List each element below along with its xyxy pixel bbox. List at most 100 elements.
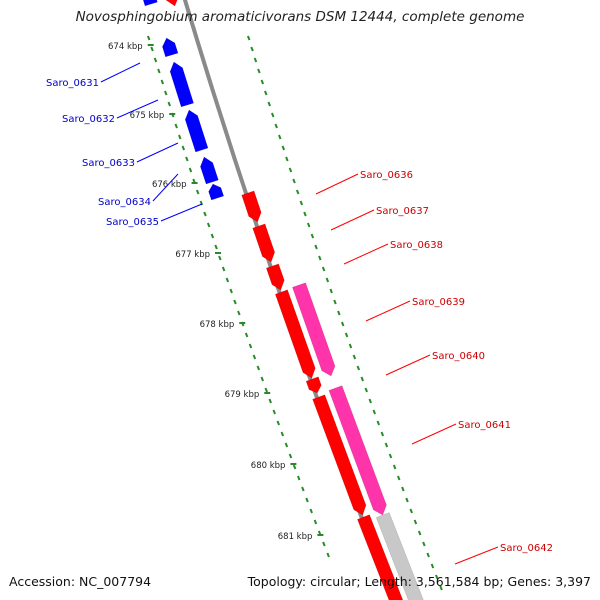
inner-tick-dot xyxy=(185,156,189,162)
outer-tick-dot xyxy=(250,46,254,52)
gene-label-Saro_0639: Saro_0639 xyxy=(412,297,465,308)
reverse-gene-partial xyxy=(142,0,158,7)
forward-gene-Saro_0639 xyxy=(274,289,316,379)
leader-line-Saro_0634 xyxy=(152,173,179,202)
scale-tick-label: 681 kbp xyxy=(278,532,313,542)
operon-feature-3 xyxy=(375,512,424,600)
outer-tick-dot xyxy=(376,420,381,426)
inner-tick-dot xyxy=(252,354,257,360)
genome-stats-text: Topology: circular; Length: 3,561,584 bp… xyxy=(247,574,591,589)
outer-tick-dot xyxy=(356,365,361,371)
inner-tick-dot xyxy=(153,57,158,63)
outer-tick-dot xyxy=(274,123,278,129)
outer-tick-dot xyxy=(295,189,300,195)
forward-gene-Saro_0636 xyxy=(241,190,262,223)
inner-tick-dot xyxy=(276,420,281,426)
outer-tick-dot xyxy=(426,552,430,558)
forward-gene-Saro_0642 xyxy=(357,514,404,600)
outer-tick-dot xyxy=(352,354,357,360)
leader-line-Saro_0638 xyxy=(343,243,389,265)
inner-tick-dot xyxy=(160,79,165,85)
outer-tick-dot xyxy=(314,244,318,250)
outer-tick-dot xyxy=(310,233,315,239)
inner-tick-dot xyxy=(256,365,261,371)
forward-gene-Saro_0638 xyxy=(265,263,285,291)
leader-line-Saro_0641 xyxy=(411,423,457,445)
outer-tick-dot xyxy=(396,475,401,481)
outer-tick-dot xyxy=(318,255,322,261)
outer-tick-dot xyxy=(430,563,435,569)
inner-tick-dot xyxy=(237,310,241,316)
leader-line-Saro_0640 xyxy=(385,354,431,376)
outer-tick-dot xyxy=(257,68,261,74)
outer-tick-dot xyxy=(340,321,345,327)
outer-tick-dot xyxy=(413,519,418,525)
inner-tick-dot xyxy=(218,255,222,261)
inner-tick-dot xyxy=(203,211,207,217)
gene-label-Saro_0636: Saro_0636 xyxy=(360,170,413,181)
gene-label-Saro_0640: Saro_0640 xyxy=(432,351,485,362)
outer-tick-dot xyxy=(439,585,443,591)
outer-tick-dot xyxy=(417,530,422,536)
outer-tick-dot xyxy=(380,431,385,437)
outer-tick-dot xyxy=(360,376,364,382)
outer-tick-dot xyxy=(329,288,333,294)
outer-tick-dot xyxy=(422,541,426,547)
outer-tick-dot xyxy=(409,508,413,514)
gene-label-Saro_0632: Saro_0632 xyxy=(62,114,115,125)
inner-tick-dot xyxy=(146,35,151,41)
outer-tick-dot xyxy=(264,90,268,96)
outer-tick-dot xyxy=(405,497,409,503)
leader-line-Saro_0637 xyxy=(330,209,375,231)
outer-tick-dot xyxy=(285,156,289,162)
gene-label-Saro_0634: Saro_0634 xyxy=(98,197,151,208)
outer-tick-dot xyxy=(392,464,397,470)
inner-tick-dot xyxy=(167,101,171,107)
leader-line-Saro_0633 xyxy=(136,142,179,163)
gene-label-Saro_0635: Saro_0635 xyxy=(106,217,159,228)
outer-tick-dot xyxy=(306,222,311,228)
outer-tick-dot xyxy=(384,442,389,448)
gene-label-Saro_0638: Saro_0638 xyxy=(390,240,443,251)
inner-tick-dot xyxy=(272,409,276,415)
inner-tick-dot xyxy=(284,442,289,448)
outer-tick-dot xyxy=(270,112,275,118)
outer-tick-dot xyxy=(372,409,376,415)
reverse-gene-Saro_0635 xyxy=(208,183,225,201)
inner-tick-dot xyxy=(188,167,193,173)
inner-tick-dot xyxy=(181,145,186,151)
outer-tick-dot xyxy=(364,387,368,393)
gene-label-Saro_0637: Saro_0637 xyxy=(376,206,429,217)
inner-tick-dot xyxy=(305,497,309,503)
inner-tick-dot xyxy=(301,486,305,492)
outer-tick-dot xyxy=(325,277,330,283)
outer-tick-dot xyxy=(281,145,286,151)
inner-tick-dot xyxy=(280,431,285,437)
reverse-gene-Saro_0632 xyxy=(169,61,194,108)
inner-tick-dot xyxy=(292,464,297,470)
outer-tick-dot xyxy=(288,167,293,173)
outer-tick-dot xyxy=(388,453,393,459)
gene-label-Saro_0641: Saro_0641 xyxy=(458,420,511,431)
gene-label-Saro_0642: Saro_0642 xyxy=(500,543,553,554)
scale-tick-label: 675 kbp xyxy=(130,111,165,121)
inner-tick-dot xyxy=(225,277,230,283)
inner-tick-dot xyxy=(157,68,161,74)
scale-tick-label: 677 kbp xyxy=(175,250,210,260)
leader-line-Saro_0635 xyxy=(160,203,203,222)
operon-feature-2 xyxy=(328,385,387,516)
outer-tick-dot xyxy=(333,299,337,305)
outer-tick-dot xyxy=(260,79,265,85)
inner-tick-dot xyxy=(248,343,253,349)
inner-tick-dot xyxy=(229,288,233,294)
genome-title: Novosphingobium aromaticivorans DSM 1244… xyxy=(75,9,525,25)
inner-tick-dot xyxy=(264,387,268,393)
inner-tick-dot xyxy=(214,244,218,250)
gene-label-Saro_0633: Saro_0633 xyxy=(82,158,135,169)
forward-gene-Saro_0640 xyxy=(305,376,322,394)
inner-tick-dot xyxy=(244,332,249,338)
reverse-gene-Saro_0631 xyxy=(162,37,179,58)
outer-tick-dot xyxy=(321,266,326,272)
leader-line-Saro_0642 xyxy=(454,546,499,565)
